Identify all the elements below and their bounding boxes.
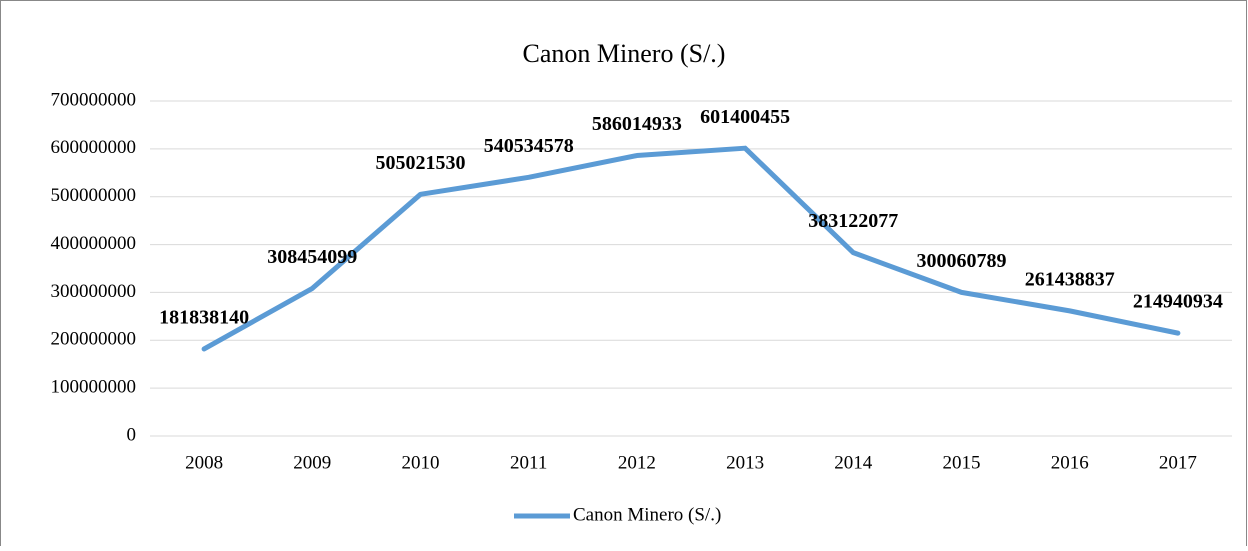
data-label: 505021530 [376, 152, 466, 174]
x-tick-label: 2009 [293, 452, 331, 473]
data-label: 540534578 [484, 135, 574, 157]
y-tick-label: 400000000 [51, 233, 137, 254]
x-tick-label: 2010 [402, 452, 440, 473]
x-tick-label: 2012 [618, 452, 656, 473]
x-tick-label: 2016 [1051, 452, 1089, 473]
chart-title: Canon Minero (S/.) [523, 39, 726, 68]
y-tick-label: 100000000 [51, 377, 137, 398]
x-tick-label: 2015 [943, 452, 981, 473]
data-label: 181838140 [159, 307, 249, 329]
y-tick-label: 700000000 [51, 89, 137, 110]
data-label: 601400455 [700, 106, 790, 128]
data-label: 308454099 [267, 246, 357, 268]
x-tick-label: 2008 [185, 452, 223, 473]
data-line [201, 145, 1181, 352]
y-tick-label: 500000000 [51, 185, 137, 206]
x-tick-label: 2013 [726, 452, 764, 473]
data-label: 214940934 [1133, 291, 1223, 313]
legend-label: Canon Minero (S/.) [573, 504, 721, 525]
x-tick-label: 2014 [834, 452, 873, 473]
y-tick-label: 200000000 [51, 329, 137, 350]
y-tick-label: 0 [127, 424, 137, 445]
data-label: 586014933 [592, 113, 682, 135]
x-tick-label: 2017 [1159, 452, 1197, 473]
data-label: 261438837 [1025, 268, 1115, 290]
y-tick-label: 600000000 [51, 137, 137, 158]
y-tick-label: 300000000 [51, 281, 137, 302]
data-label: 383122077 [808, 210, 898, 232]
x-tick-label: 2011 [510, 452, 547, 473]
data-label: 300060789 [917, 250, 1007, 272]
